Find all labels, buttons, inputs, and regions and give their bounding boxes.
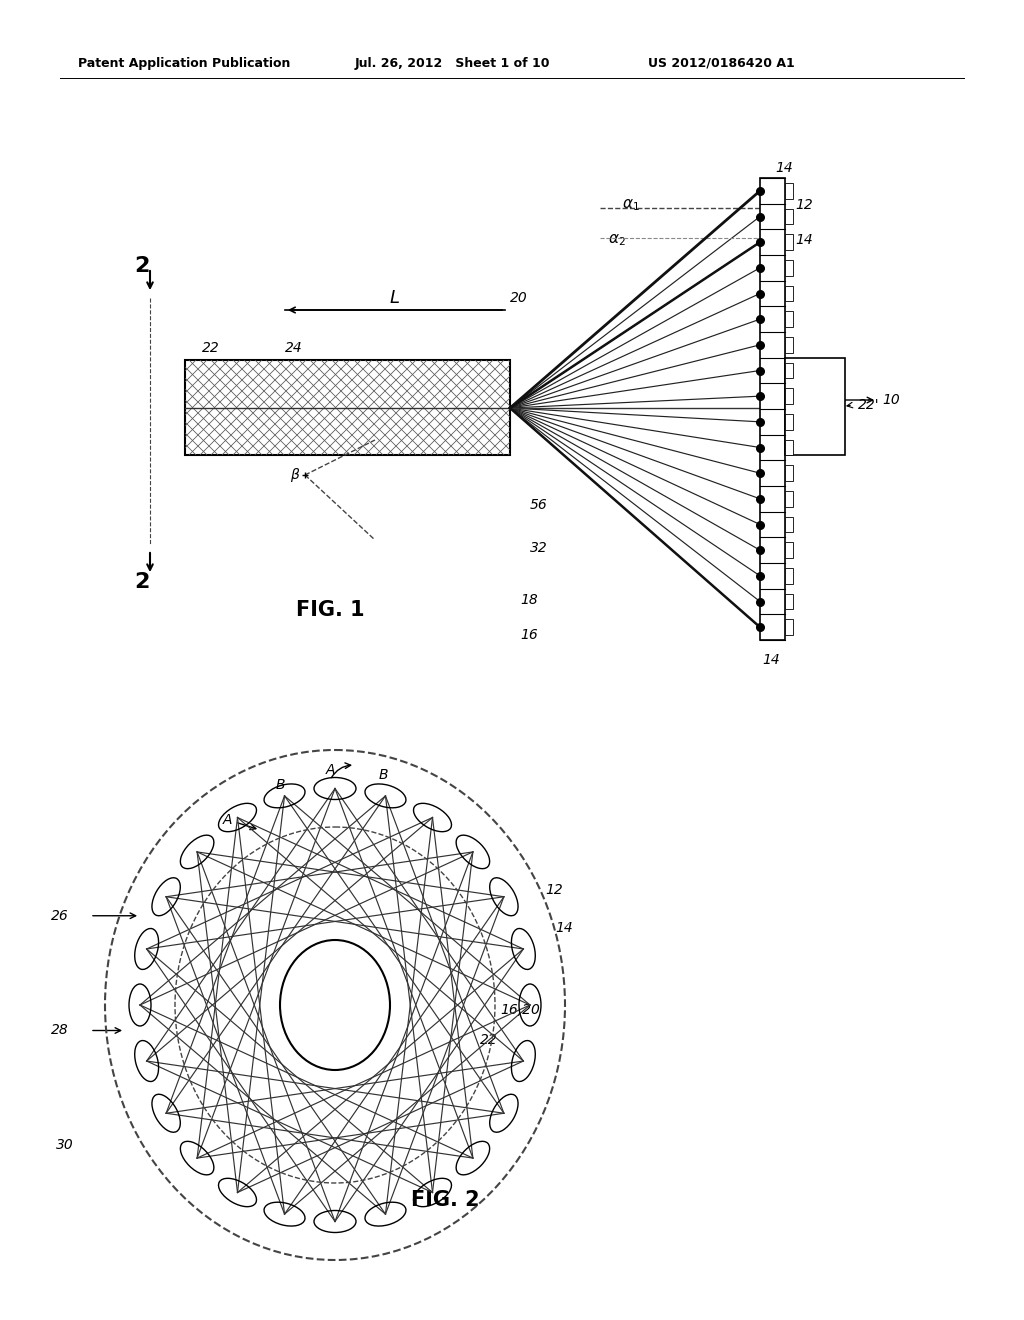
- Text: US 2012/0186420 A1: US 2012/0186420 A1: [648, 57, 795, 70]
- Text: A: A: [326, 763, 335, 777]
- Text: 10: 10: [882, 393, 900, 407]
- Text: 56: 56: [530, 498, 548, 512]
- Text: B: B: [275, 777, 285, 792]
- Text: $\alpha_1$: $\alpha_1$: [622, 197, 640, 213]
- Text: FIG. 2: FIG. 2: [411, 1191, 479, 1210]
- Text: 32: 32: [530, 541, 548, 554]
- Text: 12: 12: [795, 198, 813, 213]
- Text: $\alpha_2$: $\alpha_2$: [608, 232, 626, 248]
- Text: A: A: [222, 813, 231, 828]
- Text: 14: 14: [795, 234, 813, 247]
- Bar: [785, 568, 793, 583]
- Bar: [785, 440, 793, 455]
- Bar: [785, 286, 793, 301]
- Text: 2: 2: [134, 572, 150, 591]
- Bar: [785, 209, 793, 224]
- Bar: [785, 517, 793, 532]
- Bar: [785, 388, 793, 404]
- Text: 28: 28: [51, 1023, 69, 1038]
- Bar: [185, 360, 510, 455]
- Text: 26: 26: [51, 908, 69, 923]
- Text: Jul. 26, 2012   Sheet 1 of 10: Jul. 26, 2012 Sheet 1 of 10: [355, 57, 551, 70]
- Text: B: B: [378, 768, 388, 781]
- Ellipse shape: [280, 940, 390, 1071]
- Bar: [760, 178, 785, 640]
- Bar: [785, 260, 793, 276]
- Text: 20: 20: [510, 290, 527, 305]
- Text: 14: 14: [555, 921, 572, 936]
- Bar: [785, 543, 793, 558]
- Bar: [785, 235, 793, 249]
- Bar: [785, 619, 793, 635]
- Text: 30: 30: [56, 1138, 74, 1152]
- Bar: [785, 337, 793, 352]
- Text: 22: 22: [480, 1034, 498, 1047]
- Bar: [785, 312, 793, 327]
- Text: 2: 2: [134, 256, 150, 276]
- Bar: [785, 414, 793, 429]
- Bar: [785, 183, 793, 198]
- Text: 12: 12: [545, 883, 563, 898]
- Text: 16: 16: [520, 628, 538, 642]
- Text: L: L: [390, 289, 400, 308]
- Bar: [785, 358, 845, 455]
- Text: Patent Application Publication: Patent Application Publication: [78, 57, 291, 70]
- Bar: [785, 594, 793, 610]
- Bar: [785, 491, 793, 507]
- Text: $\beta$: $\beta$: [290, 466, 300, 484]
- Text: 14: 14: [775, 161, 793, 176]
- Text: 24: 24: [285, 341, 303, 355]
- Text: 22': 22': [858, 399, 880, 412]
- Text: FIG. 1: FIG. 1: [296, 601, 365, 620]
- Bar: [785, 466, 793, 480]
- Text: 22: 22: [202, 341, 220, 355]
- Bar: [785, 363, 793, 379]
- Text: 16,20: 16,20: [500, 1003, 540, 1016]
- Text: 14: 14: [762, 653, 779, 667]
- Text: 18: 18: [520, 593, 538, 607]
